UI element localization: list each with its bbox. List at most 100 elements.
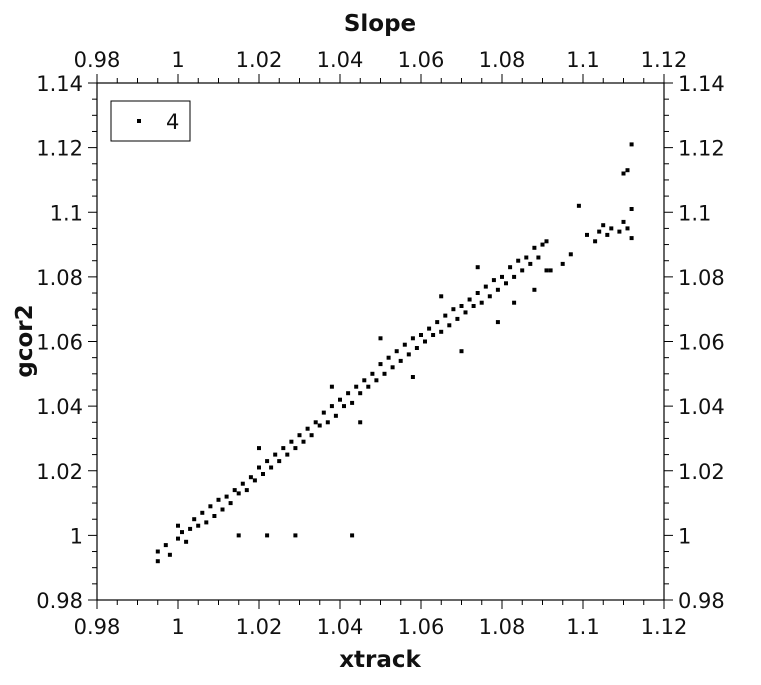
data-point — [261, 472, 265, 476]
data-point — [540, 242, 545, 247]
axis-tick-labels: 0.980.98111.021.021.041.041.061.061.081.… — [36, 48, 725, 639]
x-tick-label-top: 1.04 — [317, 48, 364, 72]
x-tick-label-top: 1.08 — [479, 48, 526, 72]
data-point — [410, 375, 415, 379]
data-point — [390, 365, 395, 370]
data-point — [495, 320, 500, 325]
x-tick-label-bottom: 0.98 — [74, 615, 121, 639]
data-point — [491, 278, 496, 283]
data-point — [495, 287, 500, 292]
data-point — [208, 504, 213, 509]
data-point — [252, 478, 257, 483]
y-tick-label-left: 1.04 — [36, 395, 83, 419]
data-point — [293, 533, 298, 538]
y-axis-title: gcor2 — [12, 304, 38, 377]
legend-box — [110, 100, 191, 142]
data-point — [285, 452, 290, 457]
data-point — [196, 523, 201, 528]
data-point — [358, 391, 363, 396]
y-tick-label-left: 1.14 — [36, 72, 83, 96]
x-tick-label-bottom: 1.1 — [566, 615, 599, 639]
data-point — [419, 333, 423, 337]
x-axis-title: xtrack — [339, 647, 421, 673]
x-tick-label-bottom: 1.02 — [236, 615, 283, 639]
data-point — [568, 252, 573, 257]
data-point — [216, 497, 221, 502]
data-point — [593, 239, 598, 244]
y-tick-label-left: 1.12 — [36, 137, 83, 161]
data-point — [435, 320, 440, 325]
data-point — [504, 281, 508, 286]
data-point — [374, 378, 379, 383]
data-point — [329, 404, 334, 409]
data-point — [265, 459, 270, 464]
data-point — [471, 304, 476, 308]
x-tick-label-bottom: 1.08 — [479, 615, 526, 639]
y-tick-label-right: 1.12 — [678, 137, 725, 161]
data-point — [236, 491, 241, 496]
data-point — [398, 358, 403, 363]
x-tick-label-top: 1.06 — [398, 48, 445, 72]
data-point — [512, 300, 517, 305]
y-tick-label-right: 1.1 — [678, 201, 711, 225]
data-point — [475, 291, 480, 295]
data-point — [265, 533, 270, 538]
data-point — [386, 355, 391, 360]
data-point — [479, 300, 484, 305]
data-point — [439, 294, 444, 299]
data-point — [366, 384, 371, 389]
axis-ticks — [88, 74, 673, 609]
legend-label: 4 — [166, 110, 179, 134]
data-point — [301, 439, 306, 444]
y-tick-label-left: 1.02 — [36, 460, 83, 484]
data-point — [414, 346, 419, 350]
data-point — [455, 316, 460, 321]
data-point — [508, 265, 513, 270]
data-point — [220, 507, 225, 512]
data-point — [406, 352, 411, 357]
x-tick-label-bottom: 1.04 — [317, 615, 364, 639]
data-point — [443, 313, 448, 318]
x-tick-label-bottom: 1.06 — [398, 615, 445, 639]
data-point — [188, 526, 193, 531]
data-point — [427, 326, 432, 331]
y-tick-label-left: 0.98 — [36, 589, 83, 613]
y-tick-label-left: 1 — [70, 524, 83, 548]
data-point — [184, 539, 189, 544]
data-point — [180, 530, 184, 535]
data-point — [325, 420, 330, 425]
data-point — [459, 304, 464, 308]
data-point — [431, 333, 436, 337]
data-point — [224, 494, 229, 499]
x-tick-label-top: 1.1 — [566, 48, 599, 72]
data-point — [532, 245, 537, 250]
data-point — [309, 433, 314, 438]
data-point — [281, 446, 286, 451]
data-point — [500, 274, 504, 279]
data-point — [512, 274, 517, 279]
x-tick-label-bottom: 1 — [171, 615, 184, 639]
data-point — [402, 342, 407, 347]
data-point — [378, 336, 383, 341]
data-point — [467, 297, 472, 302]
data-point — [155, 559, 160, 564]
data-point — [257, 465, 261, 470]
y-tick-label-right: 1.08 — [678, 266, 725, 290]
data-point — [459, 349, 464, 354]
data-point — [236, 533, 241, 538]
data-point — [358, 420, 363, 425]
data-point — [520, 268, 525, 273]
y-tick-label-right: 1.14 — [678, 72, 725, 96]
data-point — [244, 488, 249, 493]
data-point — [524, 255, 529, 260]
y-tick-label-right: 1.02 — [678, 460, 725, 484]
y-tick-label-left: 1.1 — [50, 201, 83, 225]
data-point — [625, 226, 630, 231]
data-point — [333, 413, 338, 418]
data-point — [585, 232, 589, 237]
data-point — [269, 465, 274, 470]
data-point — [342, 404, 346, 409]
legend: 4 — [110, 100, 191, 142]
data-point — [212, 514, 217, 518]
x-tick-label-top: 0.98 — [74, 48, 121, 72]
